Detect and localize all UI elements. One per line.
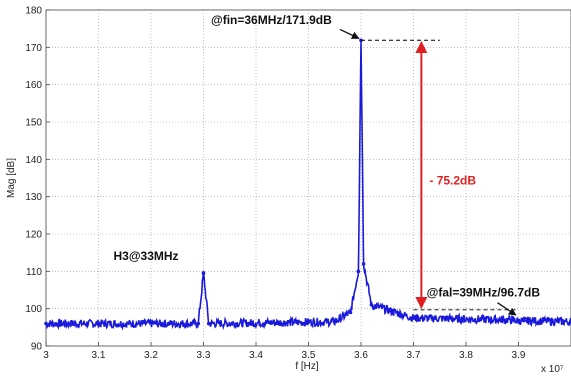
y-axis-label: Mag [dB] xyxy=(6,158,17,198)
x-tick-label: 3.1 xyxy=(92,350,106,361)
fin-label: @fin=36MHz/171.9dB xyxy=(211,13,332,27)
y-tick-label: 150 xyxy=(25,118,42,129)
x-tick-label: 3.5 xyxy=(302,350,316,361)
x-tick-label: 3.7 xyxy=(407,350,421,361)
y-tick-label: 130 xyxy=(25,192,42,203)
x-tick-label: 3.9 xyxy=(512,350,526,361)
fal-label: @fal=39MHz/96.7dB xyxy=(427,285,541,299)
y-tick-label: 90 xyxy=(31,342,43,353)
x-exponent-label: x 10⁷ xyxy=(541,364,564,375)
series-point xyxy=(348,310,353,315)
y-tick-label: 100 xyxy=(25,304,42,315)
x-tick-label: 3 xyxy=(43,350,49,361)
h3-label: H3@33MHz xyxy=(114,249,179,263)
tick-labels: 3 3.1 3.2 3.3 3.4 3.5 3.6 3.7 3.8 3.9 90 100 110 120 1… xyxy=(25,6,526,362)
series-point xyxy=(511,318,516,322)
series-point xyxy=(332,319,337,324)
series-point xyxy=(516,319,521,323)
x-tick-label: 3.3 xyxy=(197,350,211,361)
series-point xyxy=(44,321,48,326)
annotation-layer: - 75.2dB @fin=36MHz/171.9dB H3@33MHz @fal=3… xyxy=(114,13,541,316)
series-line xyxy=(45,40,571,331)
series-point xyxy=(196,321,201,326)
series-point xyxy=(356,269,361,274)
fin-arrow xyxy=(339,28,360,39)
y-tick-label: 110 xyxy=(26,267,42,278)
series-point xyxy=(201,271,206,276)
series-point xyxy=(411,316,416,320)
x-tick-label: 3.2 xyxy=(144,350,158,361)
series-point xyxy=(361,262,366,266)
x-axis-label: f [Hz] xyxy=(295,361,319,372)
x-tick-label: 3.4 xyxy=(249,350,263,361)
y-tick-label: 120 xyxy=(25,230,42,241)
series-point xyxy=(521,318,526,323)
y-tick-label: 160 xyxy=(25,80,42,91)
x-tick-label: 3.6 xyxy=(354,350,368,361)
series-layer xyxy=(44,38,571,331)
difference-label: - 75.2dB xyxy=(429,174,476,188)
y-tick-label: 140 xyxy=(25,155,42,166)
series-point xyxy=(369,303,374,307)
y-tick-label: 170 xyxy=(25,43,42,54)
y-tick-label: 180 xyxy=(25,6,42,17)
series-point xyxy=(206,321,211,326)
grid-lines xyxy=(46,10,571,346)
x-tick-label: 3.8 xyxy=(459,350,473,361)
fal-arrow xyxy=(497,302,517,316)
